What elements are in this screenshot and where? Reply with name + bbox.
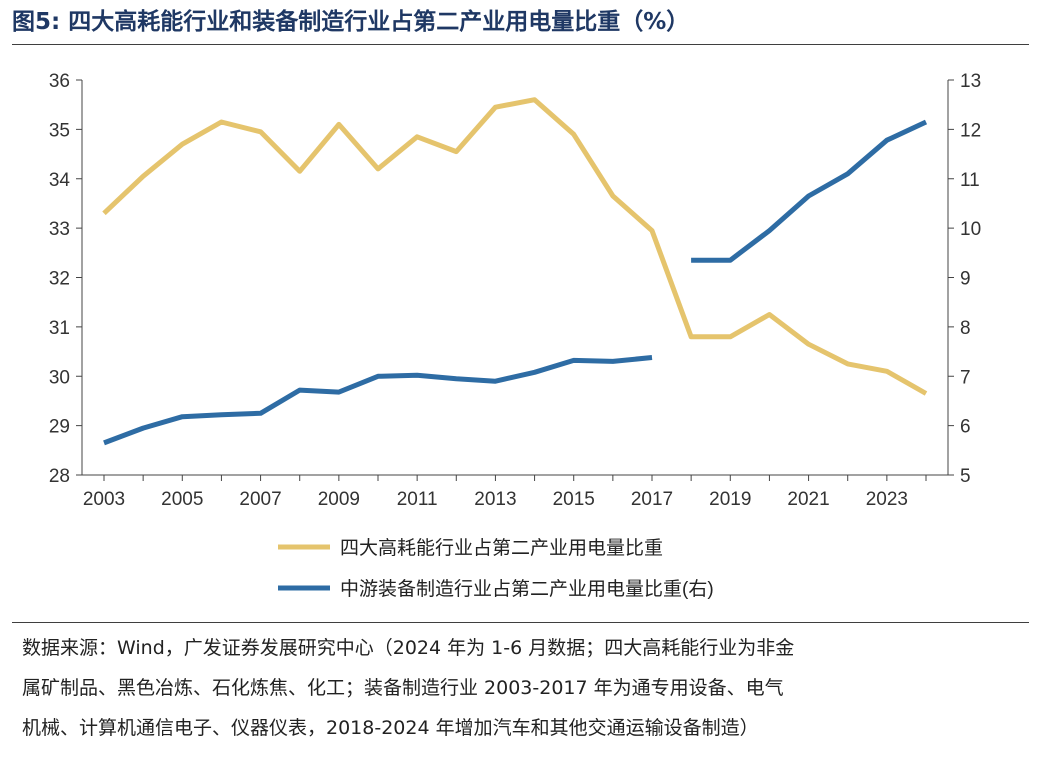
x-tick-label: 2007 [239, 489, 281, 510]
right-y-tick-label: 10 [960, 219, 981, 240]
x-tick-label: 2015 [553, 489, 595, 510]
title-divider [12, 44, 1029, 45]
left-y-tick-label: 34 [49, 170, 71, 191]
left-y-tick-label: 30 [49, 367, 70, 388]
right-y-tick-label: 7 [960, 367, 971, 388]
chart-series [102, 97, 928, 446]
x-tick-label: 2013 [474, 489, 516, 510]
right-y-tick-label: 5 [960, 466, 971, 487]
series-2-line-segment-2 [691, 119, 928, 263]
legend-label-2: 中游装备制造行业占第二产业用电量比重(右) [340, 578, 714, 600]
right-y-tick-label: 12 [960, 120, 981, 141]
x-tick-label: 2023 [866, 489, 908, 510]
left-y-tick-label: 28 [49, 466, 70, 487]
source-line-3: 机械、计算机通信电子、仪器仪表，2018-2024 年增加汽车和其他交通运输设备… [22, 717, 759, 739]
chart-title: 图5: 四大高耗能行业和装备制造行业占第二产业用电量比重（%） [12, 9, 690, 35]
right-y-tick-label: 6 [960, 417, 971, 438]
chart-axes: 28 29 30 31 32 33 34 35 36 5 6 7 8 9 10 11 12 13 2003 2005 2… [49, 71, 981, 510]
left-y-tick-label: 33 [49, 219, 70, 240]
left-y-tick-label: 35 [49, 120, 70, 141]
left-y-tick-label: 32 [49, 269, 70, 290]
x-tick-label: 2019 [709, 489, 751, 510]
right-y-tick-label: 9 [960, 269, 971, 290]
legend-label-1: 四大高耗能行业占第二产业用电量比重 [340, 537, 663, 559]
x-tick-label: 2009 [318, 489, 360, 510]
x-tick-label: 2005 [161, 489, 203, 510]
right-y-tick-label: 13 [960, 71, 981, 92]
source-divider [12, 622, 1029, 623]
source-line-2: 属矿制品、黑色冶炼、石化炼焦、化工；装备制造行业 2003-2017 年为通专用… [22, 677, 784, 699]
dual-axis-line-chart: 28 29 30 31 32 33 34 35 36 5 6 7 8 9 10 11 12 13 2003 2005 2… [49, 71, 981, 600]
series-1-line-segment-1 [102, 97, 928, 396]
left-y-tick-label: 31 [49, 318, 70, 339]
x-tick-label: 2017 [631, 489, 673, 510]
right-y-tick-label: 8 [960, 318, 971, 339]
left-y-tick-label: 29 [49, 417, 70, 438]
x-tick-label: 2003 [83, 489, 125, 510]
x-tick-label: 2011 [397, 489, 438, 510]
right-y-tick-label: 11 [960, 170, 980, 191]
source-note: 数据来源：Wind，广发证券发展研究中心（2024 年为 1-6 月数据；四大高… [22, 628, 1022, 748]
series-2-line-segment-1 [103, 355, 653, 446]
x-tick-label: 2021 [787, 489, 829, 510]
source-line-1: 数据来源：Wind，广发证券发展研究中心（2024 年为 1-6 月数据；四大高… [22, 637, 795, 659]
left-y-tick-label: 36 [49, 71, 70, 92]
